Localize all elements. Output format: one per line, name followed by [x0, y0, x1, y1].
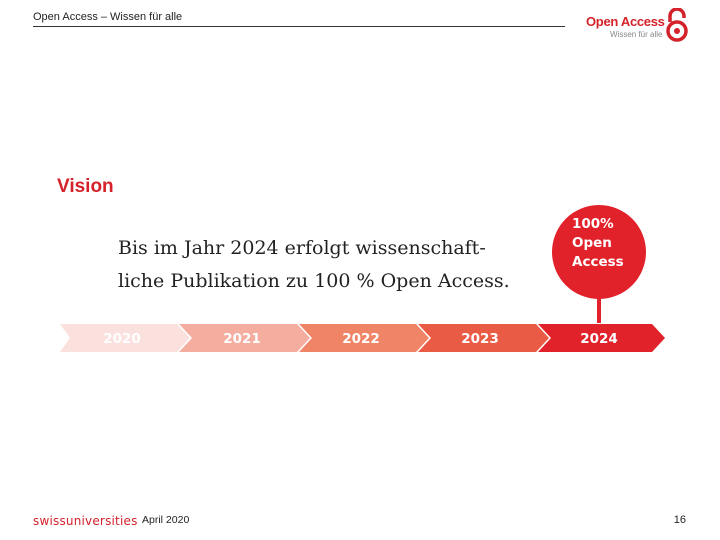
goal-line-2: Open: [572, 235, 612, 251]
timeline-year: 2023: [461, 331, 499, 347]
open-access-logo: Open Access Wissen für alle: [586, 8, 692, 44]
slide-heading: Vision: [57, 176, 114, 197]
timeline-year: 2024: [580, 331, 618, 347]
timeline-year: 2021: [223, 331, 261, 347]
header-title: Open Access – Wissen für alle: [33, 11, 183, 23]
timeline-year: 2020: [103, 331, 141, 347]
goal-line-3: Access: [572, 254, 624, 270]
timeline-segment-2020: [60, 324, 190, 352]
open-access-lock-icon: [666, 8, 688, 42]
vision-statement: Bis im Jahr 2024 erfolgt wissenschaft- l…: [118, 232, 538, 298]
goal-badge: 100% Open Access: [552, 205, 646, 299]
timeline-segment-2023: [418, 324, 549, 352]
timeline-segment-2022: [299, 324, 429, 352]
footer-date: April 2020: [142, 514, 190, 526]
statement-line-1: Bis im Jahr 2024 erfolgt wissenschaft-: [118, 237, 486, 259]
goal-marker-stem: [597, 295, 601, 323]
timeline-segment-2024: [538, 324, 665, 352]
timeline-segment-2021: [179, 324, 310, 352]
logo-title: Open Access: [586, 14, 665, 29]
page-number: 16: [673, 514, 686, 526]
timeline-year: 2022: [342, 331, 380, 347]
statement-line-2: liche Publikation zu 100 % Open Access.: [118, 270, 510, 292]
goal-line-1: 100%: [572, 216, 614, 232]
swissuniversities-logo: swissuniversities: [33, 514, 138, 528]
logo-subtitle: Wissen für alle: [610, 30, 663, 39]
header-divider: [33, 26, 565, 27]
timeline: 2020 2021 2022 2023 2024: [60, 324, 665, 352]
